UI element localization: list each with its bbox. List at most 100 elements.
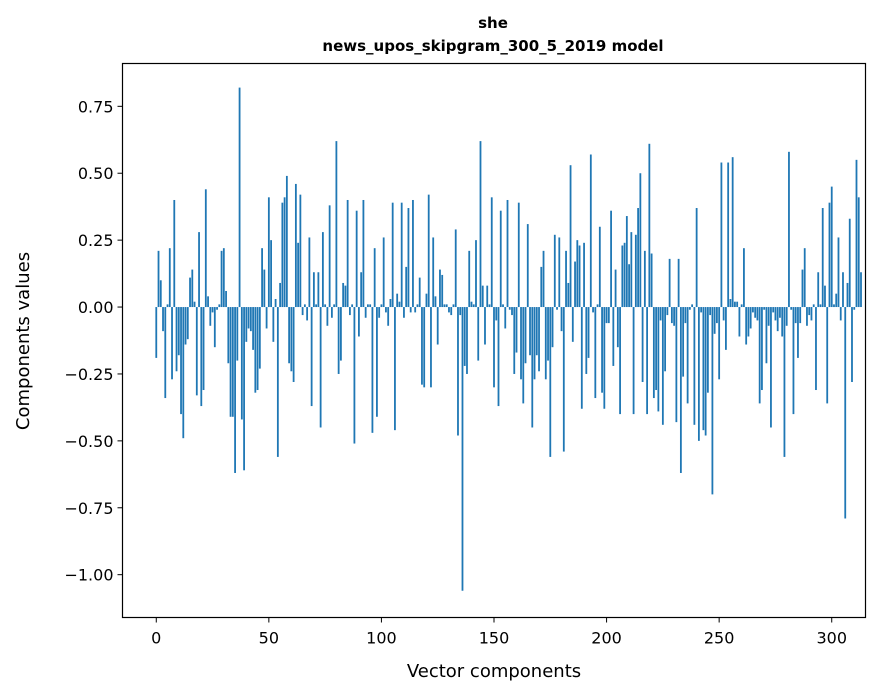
bar-8 [173, 199, 176, 308]
bar-246 [709, 307, 712, 316]
bar-97 [373, 248, 376, 308]
bar-130 [448, 307, 450, 313]
bar-183 [567, 282, 570, 308]
bar-100 [380, 304, 383, 308]
bar-277 [779, 307, 781, 318]
chart-subtitle: news_upos_skipgram_300_5_2019 model [322, 37, 663, 55]
bar-93 [364, 307, 367, 318]
bar-22 [204, 189, 207, 308]
bar-254 [727, 162, 730, 308]
bar-305 [842, 272, 844, 308]
bar-25 [211, 307, 214, 313]
bar-211 [630, 232, 633, 308]
bar-108 [398, 301, 401, 308]
bar-217 [643, 250, 646, 308]
bar-281 [788, 151, 790, 308]
bar-143 [477, 307, 480, 361]
bar-132 [452, 304, 455, 308]
bar-107 [396, 293, 399, 308]
bar-109 [400, 202, 403, 308]
bar-42 [249, 307, 252, 332]
bar-30 [222, 248, 225, 308]
bar-155 [504, 307, 507, 329]
bar-154 [502, 304, 504, 308]
bar-68 [308, 237, 311, 308]
y-tick-label-2: 0.25 [78, 231, 114, 250]
bar-43 [252, 307, 254, 350]
bar-144 [479, 141, 482, 308]
bar-125 [436, 307, 439, 345]
bar-94 [367, 304, 369, 308]
bar-34 [231, 307, 234, 417]
bar-271 [765, 307, 768, 364]
bar-20 [200, 307, 203, 407]
bar-145 [481, 285, 484, 308]
bar-83 [342, 282, 345, 308]
bar-159 [513, 307, 516, 374]
bar-182 [565, 250, 567, 308]
bar-99 [378, 307, 381, 318]
bar-114 [412, 199, 414, 308]
bar-252 [722, 307, 725, 321]
bar-260 [740, 304, 743, 308]
bar-36 [236, 307, 239, 361]
bar-111 [405, 266, 408, 308]
bar-55 [279, 282, 282, 308]
bar-59 [288, 307, 291, 364]
bar-45 [256, 307, 259, 391]
bar-189 [580, 307, 583, 409]
bar-242 [700, 307, 703, 313]
bar-250 [718, 307, 721, 380]
bar-7 [171, 307, 173, 380]
bar-313 [860, 272, 862, 308]
bar-85 [346, 199, 349, 308]
bar-236 [686, 307, 689, 404]
bar-309 [851, 307, 853, 382]
bar-261 [743, 248, 745, 308]
bar-248 [713, 307, 716, 334]
bar-139 [468, 250, 471, 308]
bar-263 [747, 307, 750, 337]
bar-79 [333, 304, 336, 308]
x-axis-ticks: 0 50 100 150 200 250 300 [151, 617, 847, 648]
bar-2 [159, 280, 162, 308]
bar-26 [213, 307, 216, 348]
bar-259 [738, 307, 741, 337]
bar-82 [340, 307, 342, 361]
bar-73 [319, 307, 322, 428]
bar-78 [330, 307, 333, 318]
bar-253 [725, 307, 727, 350]
bar-119 [423, 307, 426, 388]
bar-136 [461, 307, 464, 591]
bar-225 [661, 307, 664, 425]
bar-21 [202, 307, 205, 391]
bar-233 [679, 307, 682, 473]
bar-149 [490, 197, 493, 308]
bar-13 [184, 307, 187, 345]
bar-310 [853, 307, 856, 310]
bar-115 [414, 307, 417, 313]
bar-113 [409, 307, 412, 313]
bar-134 [457, 307, 459, 436]
bar-267 [756, 307, 759, 321]
bar-110 [403, 307, 405, 318]
bar-146 [484, 307, 486, 345]
bar-213 [634, 234, 637, 308]
bar-265 [752, 307, 754, 313]
bar-224 [659, 307, 662, 321]
bar-270 [763, 307, 766, 310]
bar-308 [848, 218, 851, 308]
bar-133 [454, 229, 457, 308]
bar-138 [466, 307, 468, 374]
bar-187 [576, 240, 579, 308]
bar-84 [344, 285, 347, 308]
bar-206 [619, 307, 621, 415]
y-tick-label-5: −0.50 [64, 432, 113, 451]
bar-278 [781, 307, 784, 337]
bar-29 [220, 250, 223, 308]
bar-210 [628, 264, 630, 308]
bar-91 [360, 272, 363, 308]
bar-199 [603, 307, 606, 409]
bar-296 [821, 208, 824, 308]
x-axis-label: Vector components [407, 661, 581, 682]
